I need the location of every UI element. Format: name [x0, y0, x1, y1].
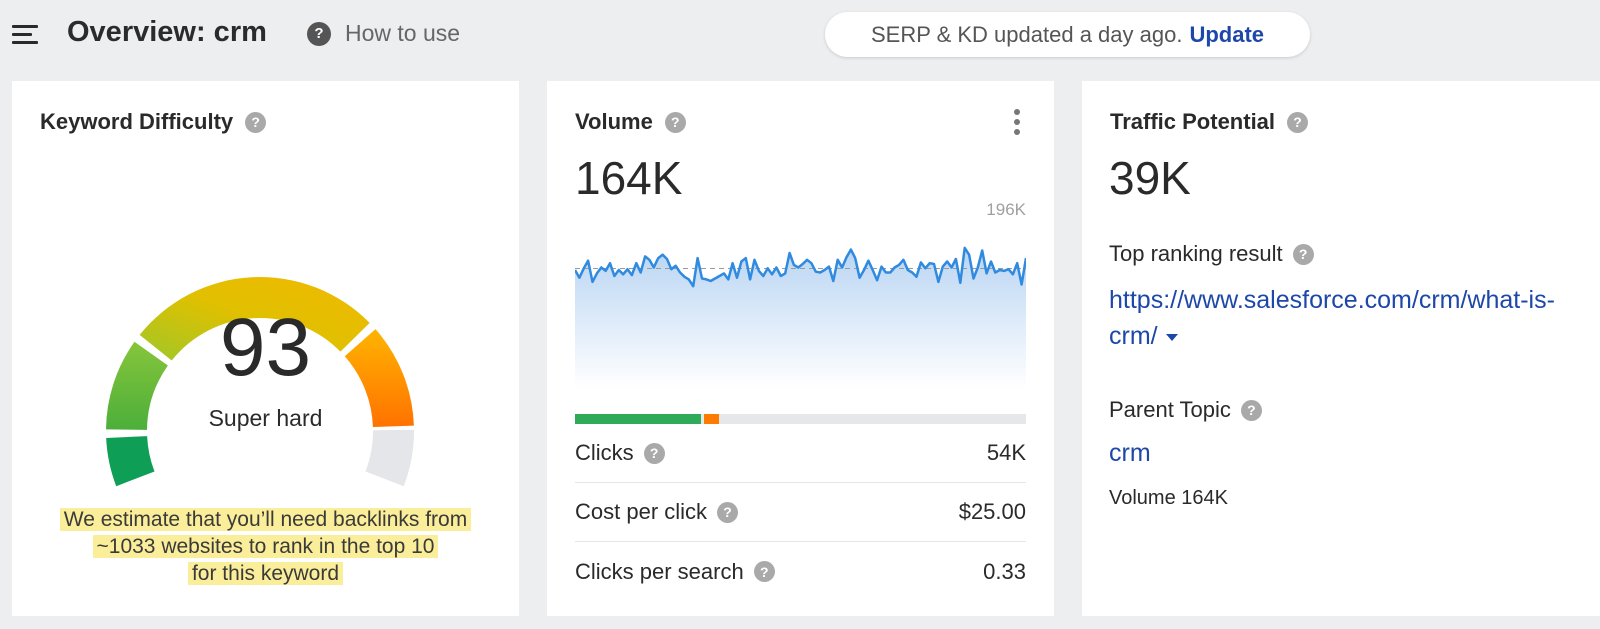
- metric-label: Cost per click: [575, 499, 708, 524]
- parent-topic-help-icon[interactable]: ?: [1240, 399, 1262, 421]
- help-icon: ?: [307, 21, 331, 46]
- how-to-use-link[interactable]: ? How to use: [307, 20, 460, 47]
- metric-row-clicks: Clicks? 54K: [575, 424, 1026, 483]
- top-ranking-url: https://www.salesforce.com/crm/what-is-c…: [1109, 286, 1555, 350]
- gauge-segment-hard: [139, 277, 370, 361]
- kd-help-icon[interactable]: ?: [245, 111, 267, 133]
- clicks-segment-organic: [575, 414, 702, 424]
- kd-note-line: ~1033 websites to rank in the top 10: [92, 535, 439, 558]
- gauge-segment-medium: [106, 341, 168, 430]
- clicks-distribution-bar: [575, 414, 1026, 424]
- clicks-segment-paid: [704, 414, 720, 424]
- gauge-segment-very-hard: [344, 329, 414, 428]
- top-ranking-label: Top ranking result: [1109, 241, 1283, 266]
- traffic-value: 39K: [1109, 152, 1191, 204]
- metric-value: 54K: [986, 440, 1026, 465]
- metric-label: Clicks per search: [575, 558, 744, 584]
- update-status-banner: SERP & KD updated a day ago. Update: [825, 12, 1310, 57]
- kd-title: Keyword Difficulty ?: [40, 109, 267, 135]
- dropdown-caret-icon[interactable]: [1165, 333, 1178, 341]
- kd-note-line: for this keyword: [187, 562, 344, 585]
- kd-difficulty-label: Super hard: [208, 405, 323, 431]
- traffic-potential-card: Traffic Potential ? 39K Top ranking resu…: [1082, 81, 1600, 616]
- chart-max-label: 196K: [986, 200, 1026, 219]
- more-options-icon[interactable]: [1012, 109, 1022, 137]
- metric-value: $25.00: [958, 499, 1026, 524]
- kd-gauge: [106, 277, 414, 487]
- traffic-title-text: Traffic Potential: [1110, 109, 1276, 134]
- update-button[interactable]: Update: [1189, 21, 1265, 47]
- volume-help-icon[interactable]: ?: [664, 111, 686, 133]
- cps-help-icon[interactable]: ?: [753, 561, 775, 582]
- parent-topic-volume: Volume 164K: [1109, 487, 1228, 509]
- update-status-text: SERP & KD updated a day ago.: [870, 21, 1183, 47]
- menu-icon[interactable]: [12, 24, 40, 46]
- metric-row-cpc: Cost per click? $25.00: [575, 483, 1026, 542]
- clicks-help-icon[interactable]: ?: [643, 442, 665, 464]
- volume-trend-chart: [575, 246, 1026, 389]
- parent-topic-heading: Parent Topic ?: [1109, 397, 1262, 423]
- volume-trend-line: [575, 246, 1026, 288]
- volume-area-fill: [575, 247, 1026, 389]
- top-ranking-heading: Top ranking result ?: [1109, 241, 1314, 267]
- kd-title-text: Keyword Difficulty: [40, 109, 234, 134]
- traffic-help-icon[interactable]: ?: [1287, 111, 1309, 133]
- kd-note-line: We estimate that you’ll need backlinks f…: [59, 508, 472, 531]
- metric-row-cps: Clicks per search? 0.33: [575, 542, 1026, 601]
- how-to-use-label: How to use: [345, 20, 461, 46]
- parent-topic-link[interactable]: crm: [1109, 439, 1151, 467]
- volume-card: Volume ? 164K 196K Clicks? 54K Cost per …: [547, 81, 1054, 616]
- traffic-title: Traffic Potential ?: [1110, 109, 1309, 135]
- gauge-segment-easy: [106, 436, 155, 487]
- metric-value: 0.33: [983, 558, 1026, 584]
- volume-title-text: Volume: [575, 109, 653, 134]
- top-bar: Overview: crm ? How to use SERP & KD upd…: [0, 0, 1600, 72]
- top-ranking-help-icon[interactable]: ?: [1292, 243, 1314, 265]
- kd-score: 93: [219, 302, 312, 393]
- page-title: Overview: crm: [67, 16, 267, 48]
- parent-topic-label: Parent Topic: [1109, 397, 1231, 422]
- volume-title: Volume ?: [575, 109, 686, 135]
- cpc-help-icon[interactable]: ?: [717, 501, 739, 523]
- keyword-difficulty-card: Keyword Difficulty ? 93 Super hard We es…: [12, 81, 519, 616]
- metric-label: Clicks: [575, 440, 634, 465]
- top-ranking-url-link[interactable]: https://www.salesforce.com/crm/what-is-c…: [1109, 282, 1567, 354]
- volume-value: 164K: [575, 152, 683, 204]
- kd-estimate-note: We estimate that you’ll need backlinks f…: [32, 506, 499, 587]
- gauge-segment-remaining: [365, 429, 414, 487]
